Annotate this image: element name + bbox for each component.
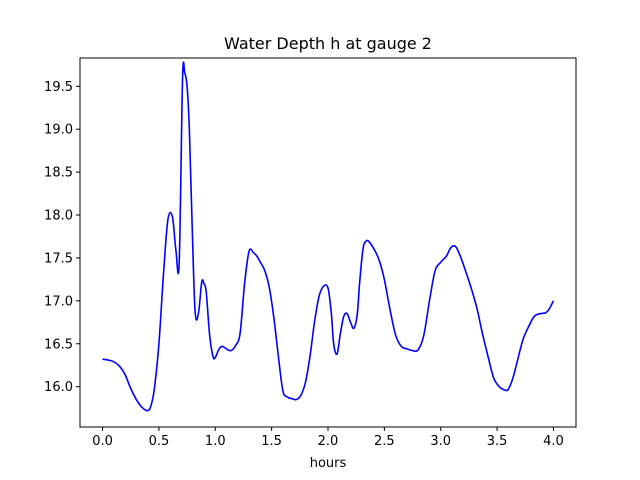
y-tick-label: 16.0 <box>44 380 73 395</box>
x-tick-label: 0.0 <box>92 434 113 449</box>
x-tick-label: 1.5 <box>261 434 282 449</box>
x-tick-label: 3.5 <box>487 434 508 449</box>
x-tick-label: 1.0 <box>205 434 226 449</box>
x-axis-label: hours <box>310 456 347 471</box>
y-tick-label: 17.0 <box>44 294 73 309</box>
y-tick-label: 18.0 <box>44 209 73 224</box>
chart-title: Water Depth h at gauge 2 <box>224 34 432 53</box>
x-axis: 0.0 0.5 1.0 1.5 2.0 2.5 3.0 3.5 4.0 <box>92 427 564 449</box>
plot-area <box>102 61 555 412</box>
y-tick-label: 19.0 <box>44 123 73 138</box>
x-tick-label: 2.0 <box>318 434 339 449</box>
y-tick-label: 17.5 <box>44 251 73 266</box>
y-tick-label: 16.5 <box>44 337 73 352</box>
y-axis: 16.0 16.5 17.0 17.5 18.0 18.5 19.0 19.5 <box>44 80 80 395</box>
x-tick-label: 3.0 <box>430 434 451 449</box>
axes-frame <box>79 57 577 428</box>
series-line <box>102 61 555 412</box>
x-tick-label: 0.5 <box>149 434 170 449</box>
x-tick-label: 2.5 <box>374 434 395 449</box>
y-tick-label: 19.5 <box>44 80 73 95</box>
y-tick-label: 18.5 <box>44 166 73 181</box>
x-tick-label: 4.0 <box>543 434 564 449</box>
